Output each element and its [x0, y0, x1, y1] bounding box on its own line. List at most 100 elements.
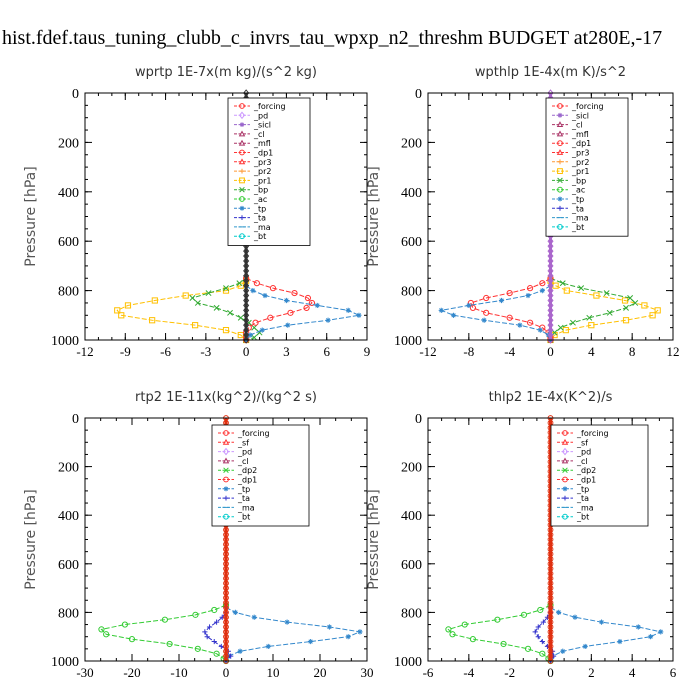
data-point: [526, 319, 534, 326]
legend-marker: [238, 158, 246, 165]
x-tick-label: -6: [423, 665, 434, 680]
data-point: [622, 317, 630, 324]
data-point: [557, 324, 564, 331]
legend-marker: [557, 186, 563, 193]
data-point: [345, 307, 351, 313]
data-point: [121, 621, 129, 628]
data-point: [547, 237, 554, 246]
data-point: [128, 636, 136, 643]
data-point: [243, 326, 250, 334]
x-tick-label: 6: [323, 344, 330, 359]
data-point: [211, 606, 218, 614]
data-point: [114, 307, 121, 314]
legend-label: _dp2: [237, 466, 257, 475]
x-tick-label: 10: [267, 665, 280, 680]
series-line: [470, 277, 551, 340]
legend-label: _dp1: [253, 149, 273, 158]
y-tick-label: 600: [58, 558, 79, 573]
data-point: [247, 332, 253, 338]
legend-marker: [557, 177, 563, 184]
data-point: [243, 331, 250, 339]
data-point: [547, 301, 554, 310]
legend-entry-bt: _bt: [552, 223, 584, 232]
legend-entry-sicl: _sicl: [234, 121, 271, 130]
data-point: [243, 306, 250, 315]
y-tick-label: 200: [58, 136, 79, 151]
y-tick-label: 200: [401, 461, 422, 476]
axis-frame: [427, 92, 674, 341]
data-point: [603, 290, 610, 297]
data-point: [483, 309, 490, 316]
data-point: [218, 643, 224, 650]
data-point: [149, 317, 156, 324]
legend-entry-bp: _bp: [552, 176, 586, 185]
data-point: [520, 611, 528, 618]
series-line: [225, 607, 362, 662]
legend-entry-forcing: _forcing: [557, 429, 609, 438]
panel-4: thlp2 1E-4x(K^2)/s Pressure [hPa] 0 200 400 6…: [366, 390, 677, 680]
series-line: [245, 285, 361, 341]
legend-label: _ac: [571, 186, 585, 195]
legend-marker: [222, 447, 230, 456]
y-tick-label: 400: [401, 186, 422, 201]
legend-marker: [562, 486, 568, 492]
y-tick-label: 800: [401, 606, 422, 621]
data-point: [206, 624, 213, 630]
series-tp: [438, 283, 554, 343]
legend-label: _pr1: [253, 176, 271, 185]
legend-label: _sicl: [571, 111, 589, 120]
data-point: [308, 299, 316, 307]
data-point: [547, 262, 554, 270]
legend-marker: [562, 467, 568, 473]
data-point: [445, 626, 452, 633]
series-line: [550, 607, 663, 662]
x-tick-label: -9: [120, 344, 131, 359]
data-point: [632, 299, 639, 306]
legend-entry-pr3: _pr3: [552, 149, 589, 158]
legend-marker: [223, 495, 229, 501]
y-tick-label: 1000: [394, 655, 422, 670]
data-point: [151, 297, 158, 304]
data-point: [232, 609, 238, 615]
legend-label: _cl: [253, 130, 265, 139]
legend-marker: [557, 196, 563, 202]
legend-entry-sf: _sf: [557, 438, 588, 447]
x-tick-label: 4: [588, 344, 595, 359]
legend-entry-mfl: _mfl: [552, 130, 589, 139]
y-axis-label: Pressure [hPa]: [366, 166, 382, 266]
legend-label: _cl: [237, 457, 249, 466]
legend-entry-dp1: _dp1: [234, 149, 273, 158]
x-tick-label: -4: [463, 665, 474, 680]
legend-label: _pd: [237, 448, 252, 457]
data-point: [251, 614, 257, 620]
legend-marker: [562, 430, 568, 436]
legend-marker: [557, 224, 563, 230]
data-point: [525, 292, 531, 299]
data-point: [658, 629, 664, 635]
legend-marker: [239, 177, 245, 184]
data-point: [547, 316, 554, 325]
series-line: [116, 280, 247, 341]
legend-label: _bt: [253, 232, 266, 241]
data-point: [243, 321, 250, 329]
y-tick-label: 1000: [51, 655, 79, 670]
series-line: [204, 612, 232, 662]
legend-marker: [562, 495, 568, 501]
data-point: [547, 267, 554, 275]
legend-label: _cl: [576, 457, 588, 466]
legend-marker: [562, 476, 568, 483]
legend-entry-ma: _ma: [234, 223, 271, 232]
data-point: [593, 292, 600, 299]
legend-label: _pr1: [571, 167, 589, 176]
legend-label: _ta: [253, 214, 266, 223]
legend: _forcing_sf_pd_cl_dp2_dp1_tp_ta_ma_bt: [550, 424, 649, 527]
data-point: [265, 643, 271, 650]
legend-marker: [223, 430, 229, 436]
data-point: [526, 285, 534, 292]
data-point: [547, 252, 554, 260]
data-point: [202, 629, 208, 635]
legend-label: _bt: [576, 513, 589, 522]
data-point: [547, 321, 554, 329]
data-point: [438, 307, 444, 313]
legend-label: _cl: [571, 121, 583, 130]
